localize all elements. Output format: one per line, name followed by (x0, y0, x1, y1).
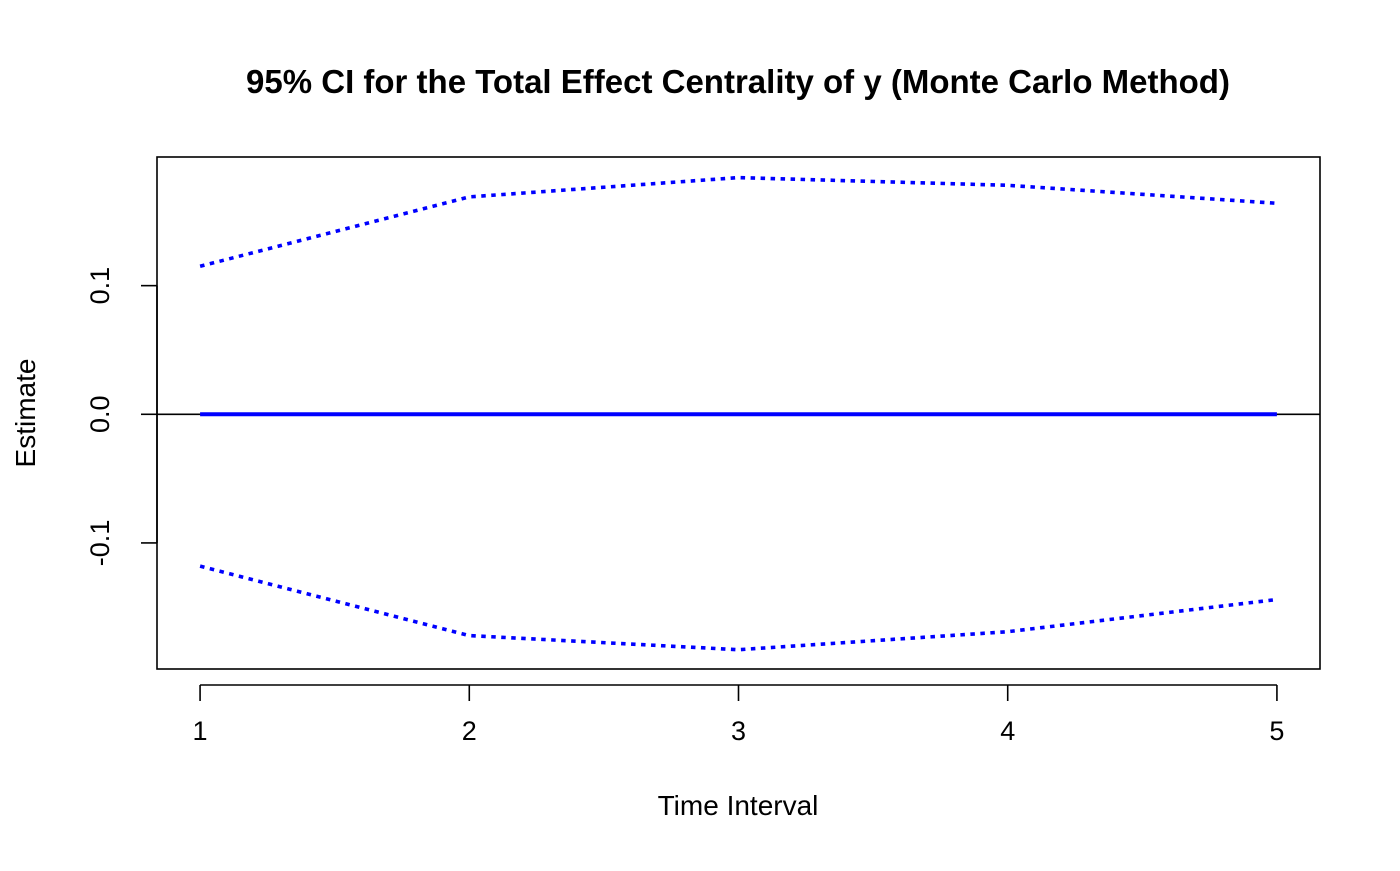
x-tick-label: 4 (1000, 716, 1015, 746)
y-tick-label: 0.1 (85, 267, 115, 305)
x-tick-label: 3 (731, 716, 746, 746)
plot-area: 1 2 3 4 5 -0.1 0.0 0.1 (85, 156, 1321, 746)
lower-ci-line (199, 564, 1278, 652)
chart-title: 95% CI for the Total Effect Centrality o… (246, 63, 1230, 100)
x-axis-label: Time Interval (658, 790, 819, 821)
y-axis-label: Estimate (10, 359, 41, 468)
upper-ci-line (199, 175, 1278, 269)
x-tick-label: 1 (193, 716, 208, 746)
y-tick-label: -0.1 (85, 520, 115, 567)
x-tick-label: 5 (1269, 716, 1284, 746)
x-tick-label: 2 (462, 716, 477, 746)
y-tick-label: 0.0 (85, 396, 115, 434)
